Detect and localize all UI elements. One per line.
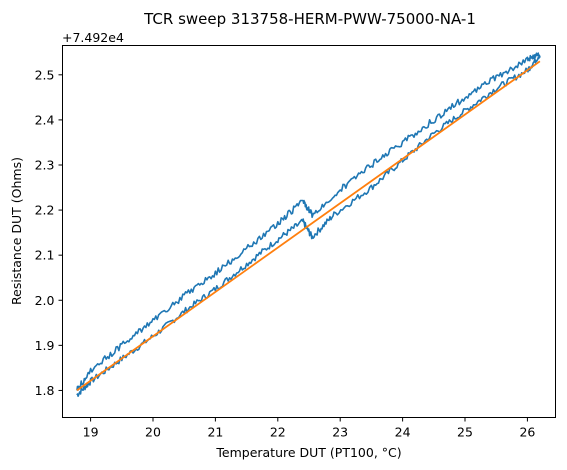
series-line-measurement	[76, 52, 541, 398]
y-tick-label: 2.3	[35, 157, 55, 172]
x-tick-label: 23	[332, 425, 348, 440]
y-axis: 1.8 1.9 2.0 2.1 2.2 2.3 2.4 2.5	[35, 67, 63, 398]
y-axis-label: Resistance DUT (Ohms)	[9, 157, 24, 305]
y-tick-label: 2.5	[35, 67, 55, 82]
chart-title: TCR sweep 313758-HERM-PWW-75000-NA-1	[143, 10, 476, 28]
x-tick-label: 24	[395, 425, 411, 440]
plot-frame	[62, 45, 556, 418]
x-tick-label: 19	[83, 425, 99, 440]
x-tick-label: 21	[207, 425, 223, 440]
series-line-fit	[76, 60, 541, 392]
y-tick-label: 2.1	[35, 248, 55, 263]
x-tick-label: 20	[145, 425, 161, 440]
plot-area	[76, 52, 541, 398]
y-tick-label: 2.0	[35, 293, 55, 308]
y-tick-label: 2.2	[35, 203, 55, 218]
x-tick-label: 25	[457, 425, 473, 440]
y-tick-label: 1.9	[35, 338, 55, 353]
x-axis: 19 20 21 22 23 24 25 26	[83, 417, 535, 440]
y-axis-offset-label: +7.492e4	[62, 30, 124, 45]
x-tick-label: 26	[519, 425, 535, 440]
y-tick-label: 2.4	[35, 112, 55, 127]
x-axis-label: Temperature DUT (PT100, °C)	[215, 445, 401, 460]
x-tick-label: 22	[270, 425, 286, 440]
y-tick-label: 1.8	[35, 383, 55, 398]
